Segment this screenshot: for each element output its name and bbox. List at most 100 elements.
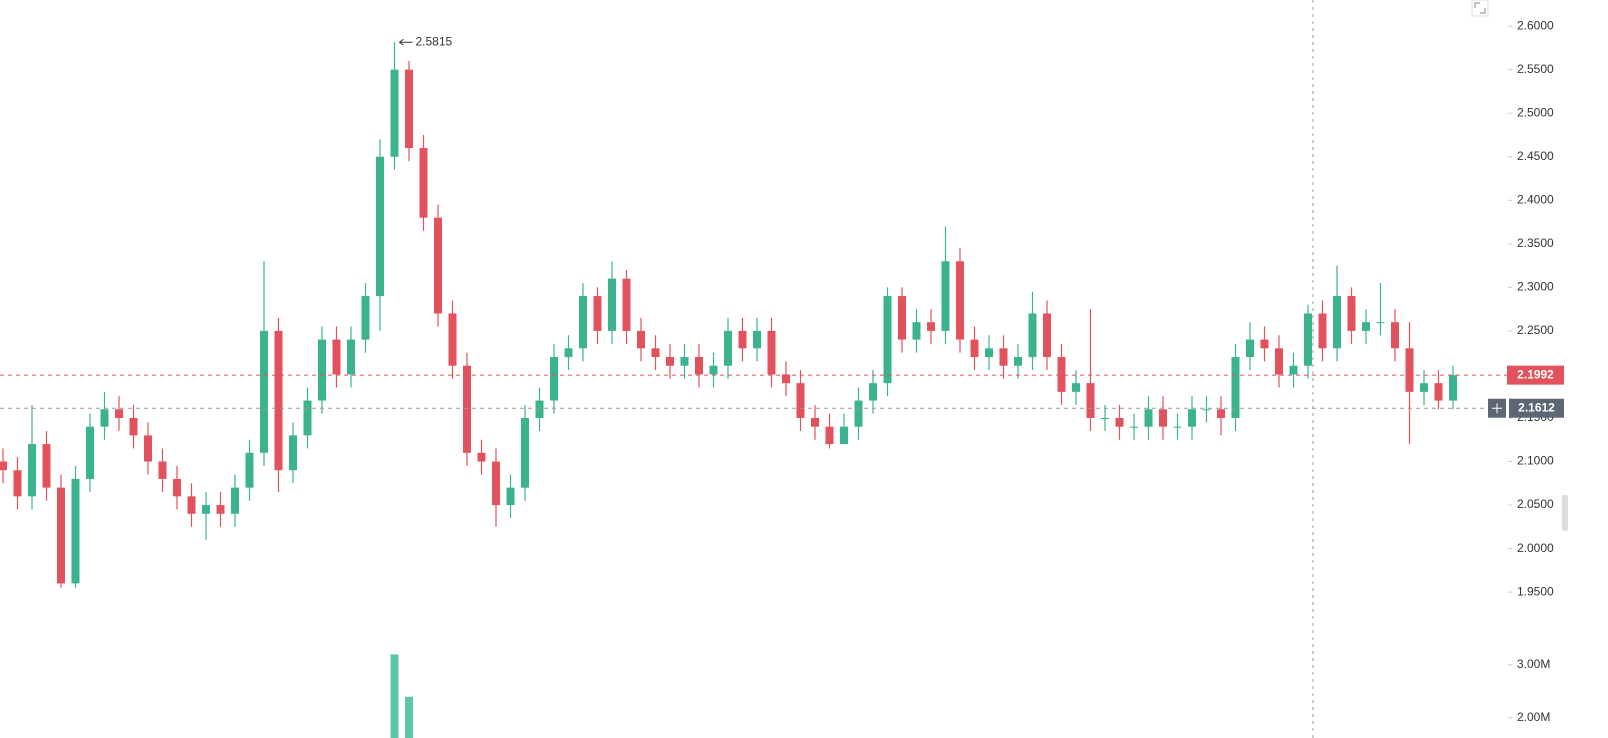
candle-body xyxy=(1043,313,1051,358)
candle-body xyxy=(1405,348,1414,392)
candle-body xyxy=(477,452,486,462)
candle-body xyxy=(825,426,834,445)
candle-body xyxy=(492,461,500,506)
expand-button[interactable] xyxy=(1471,0,1489,17)
candle-body xyxy=(1159,409,1167,427)
candle-body xyxy=(173,478,181,497)
candle-body xyxy=(216,505,225,514)
y-tick-label: 1.9500 xyxy=(1517,584,1554,598)
y-tick-label: 2.3000 xyxy=(1517,280,1554,294)
candle-body xyxy=(927,322,935,331)
candle-body xyxy=(1275,348,1283,375)
candle-body xyxy=(1362,322,1370,331)
candle-body xyxy=(637,330,645,349)
candle-body xyxy=(767,330,776,375)
candle-body xyxy=(796,383,805,418)
candle-body xyxy=(970,339,979,358)
candle-body xyxy=(1391,322,1399,349)
candle-body xyxy=(1072,383,1080,392)
candle-body xyxy=(535,400,544,418)
candle-body xyxy=(202,505,210,514)
candle-body xyxy=(260,330,268,453)
candle-body xyxy=(956,261,964,340)
last-price-tag xyxy=(1507,365,1564,385)
candle-body xyxy=(463,365,471,453)
last-price-label: 2.1992 xyxy=(1517,367,1554,381)
candle-body xyxy=(86,426,94,479)
candle-body xyxy=(129,417,138,436)
candle-body xyxy=(622,278,631,331)
y-tick-label: 2.2500 xyxy=(1517,323,1554,337)
candle-body xyxy=(390,69,399,157)
candle-body xyxy=(854,400,863,427)
candle-body xyxy=(1130,426,1138,428)
y-tick-label: 2.0000 xyxy=(1517,541,1554,555)
candle-body xyxy=(782,374,790,384)
max-label: 2.5815 xyxy=(416,34,453,48)
candle-body xyxy=(13,470,22,497)
candle-body xyxy=(434,217,442,314)
y-tick-label: 2.6000 xyxy=(1517,18,1554,32)
candle-body xyxy=(448,313,457,366)
side-handle[interactable] xyxy=(1562,495,1568,531)
candle-body xyxy=(811,417,819,427)
candle-body xyxy=(318,339,326,401)
volume-bar xyxy=(405,696,413,738)
candle-body xyxy=(1115,417,1124,427)
candle-body xyxy=(579,296,587,349)
candle-body xyxy=(1347,296,1356,331)
candle-body xyxy=(724,330,732,366)
candle-body xyxy=(1202,409,1211,411)
y2-tick-label: 3.00M xyxy=(1517,657,1550,671)
candle-body xyxy=(231,487,239,514)
expand-glyph xyxy=(1474,2,1486,14)
max-arrow xyxy=(398,38,413,46)
y-tick-label: 2.4000 xyxy=(1517,192,1554,206)
y-tick-label: 2.0500 xyxy=(1517,497,1554,511)
candle-body xyxy=(506,487,515,506)
candle-body xyxy=(1086,383,1095,418)
candle-body xyxy=(1173,426,1182,428)
expand-icon[interactable] xyxy=(1471,0,1489,17)
candle-body xyxy=(0,461,7,471)
candle-body xyxy=(521,417,529,488)
candle-body xyxy=(912,322,921,340)
candle-body xyxy=(1376,322,1385,324)
candle-body xyxy=(680,357,689,366)
candle-body xyxy=(405,69,413,149)
candle-body xyxy=(1028,313,1037,358)
candle-body xyxy=(158,461,167,479)
candle-body xyxy=(289,435,297,471)
candle-body xyxy=(1246,339,1254,358)
candle-body xyxy=(1318,313,1327,349)
y-tick-label: 2.4500 xyxy=(1517,149,1554,163)
candle-body xyxy=(332,339,341,375)
candle-body xyxy=(883,296,892,384)
candle-body xyxy=(1420,383,1428,392)
candle-body xyxy=(245,452,254,488)
candle-body xyxy=(1057,357,1066,392)
candle-body xyxy=(695,357,703,375)
candle-body xyxy=(941,261,950,331)
candle-body xyxy=(985,348,993,358)
candle-body xyxy=(1101,417,1109,419)
crosshair-label: 2.1612 xyxy=(1518,400,1555,414)
candle-body xyxy=(550,357,558,401)
candle-body xyxy=(869,383,877,401)
candle-body xyxy=(1434,383,1443,401)
candle-body xyxy=(274,330,283,471)
candle-body xyxy=(100,409,109,427)
candle-body xyxy=(187,496,196,514)
candle-body xyxy=(303,400,312,436)
candle-body xyxy=(840,426,848,445)
candle-body xyxy=(564,348,573,358)
candle-body xyxy=(1289,365,1298,375)
y-tick-label: 2.1000 xyxy=(1517,454,1554,468)
candle-body xyxy=(608,278,616,331)
candle-body xyxy=(1333,296,1341,349)
candle-body xyxy=(42,444,51,488)
candle-body xyxy=(999,348,1008,366)
y-tick-label: 2.5000 xyxy=(1517,105,1554,119)
candle-body xyxy=(1014,357,1022,366)
